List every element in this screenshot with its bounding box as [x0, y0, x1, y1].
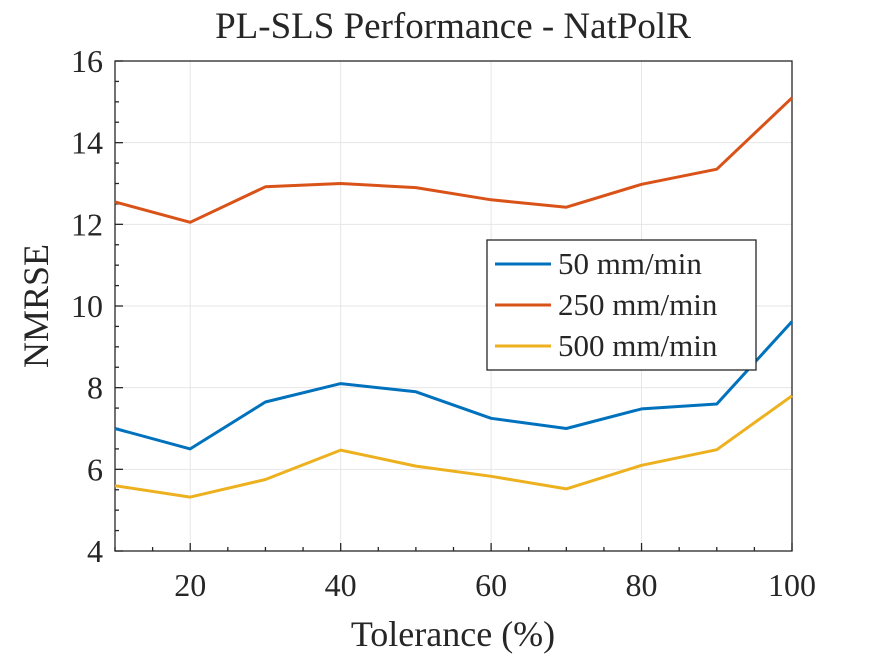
y-tick-label: 12: [71, 206, 103, 242]
legend-label: 500 mm/min: [558, 328, 718, 363]
x-tick-label: 40: [325, 567, 357, 603]
axes: 4 6 8 10 12 14 16 20 40 60 80 100: [71, 43, 816, 603]
x-tick-label: 100: [768, 567, 816, 603]
series-line-1: [114, 96, 794, 224]
legend: 50 mm/min 250 mm/min 500 mm/min: [486, 239, 757, 371]
series-lines: [114, 96, 794, 499]
series-line-0: [114, 320, 794, 451]
legend-label: 250 mm/min: [558, 287, 718, 322]
y-tick-label: 10: [71, 288, 103, 324]
y-tick-label: 8: [87, 370, 103, 406]
x-tick-label: 60: [475, 567, 507, 603]
chart-title: PL-SLS Performance - NatPolR: [215, 6, 691, 47]
y-tick-label: 16: [71, 43, 103, 79]
y-tick-label: 14: [71, 125, 103, 161]
x-tick-label: 80: [626, 567, 658, 603]
y-axis-label: NMRSE: [16, 244, 56, 368]
series-line-2: [114, 394, 793, 499]
y-tick-label: 6: [87, 451, 103, 487]
legend-label: 50 mm/min: [558, 246, 702, 281]
x-axis-label: Tolerance (%): [351, 614, 555, 654]
y-tick-label: 4: [87, 533, 103, 569]
x-tick-label: 20: [174, 567, 206, 603]
